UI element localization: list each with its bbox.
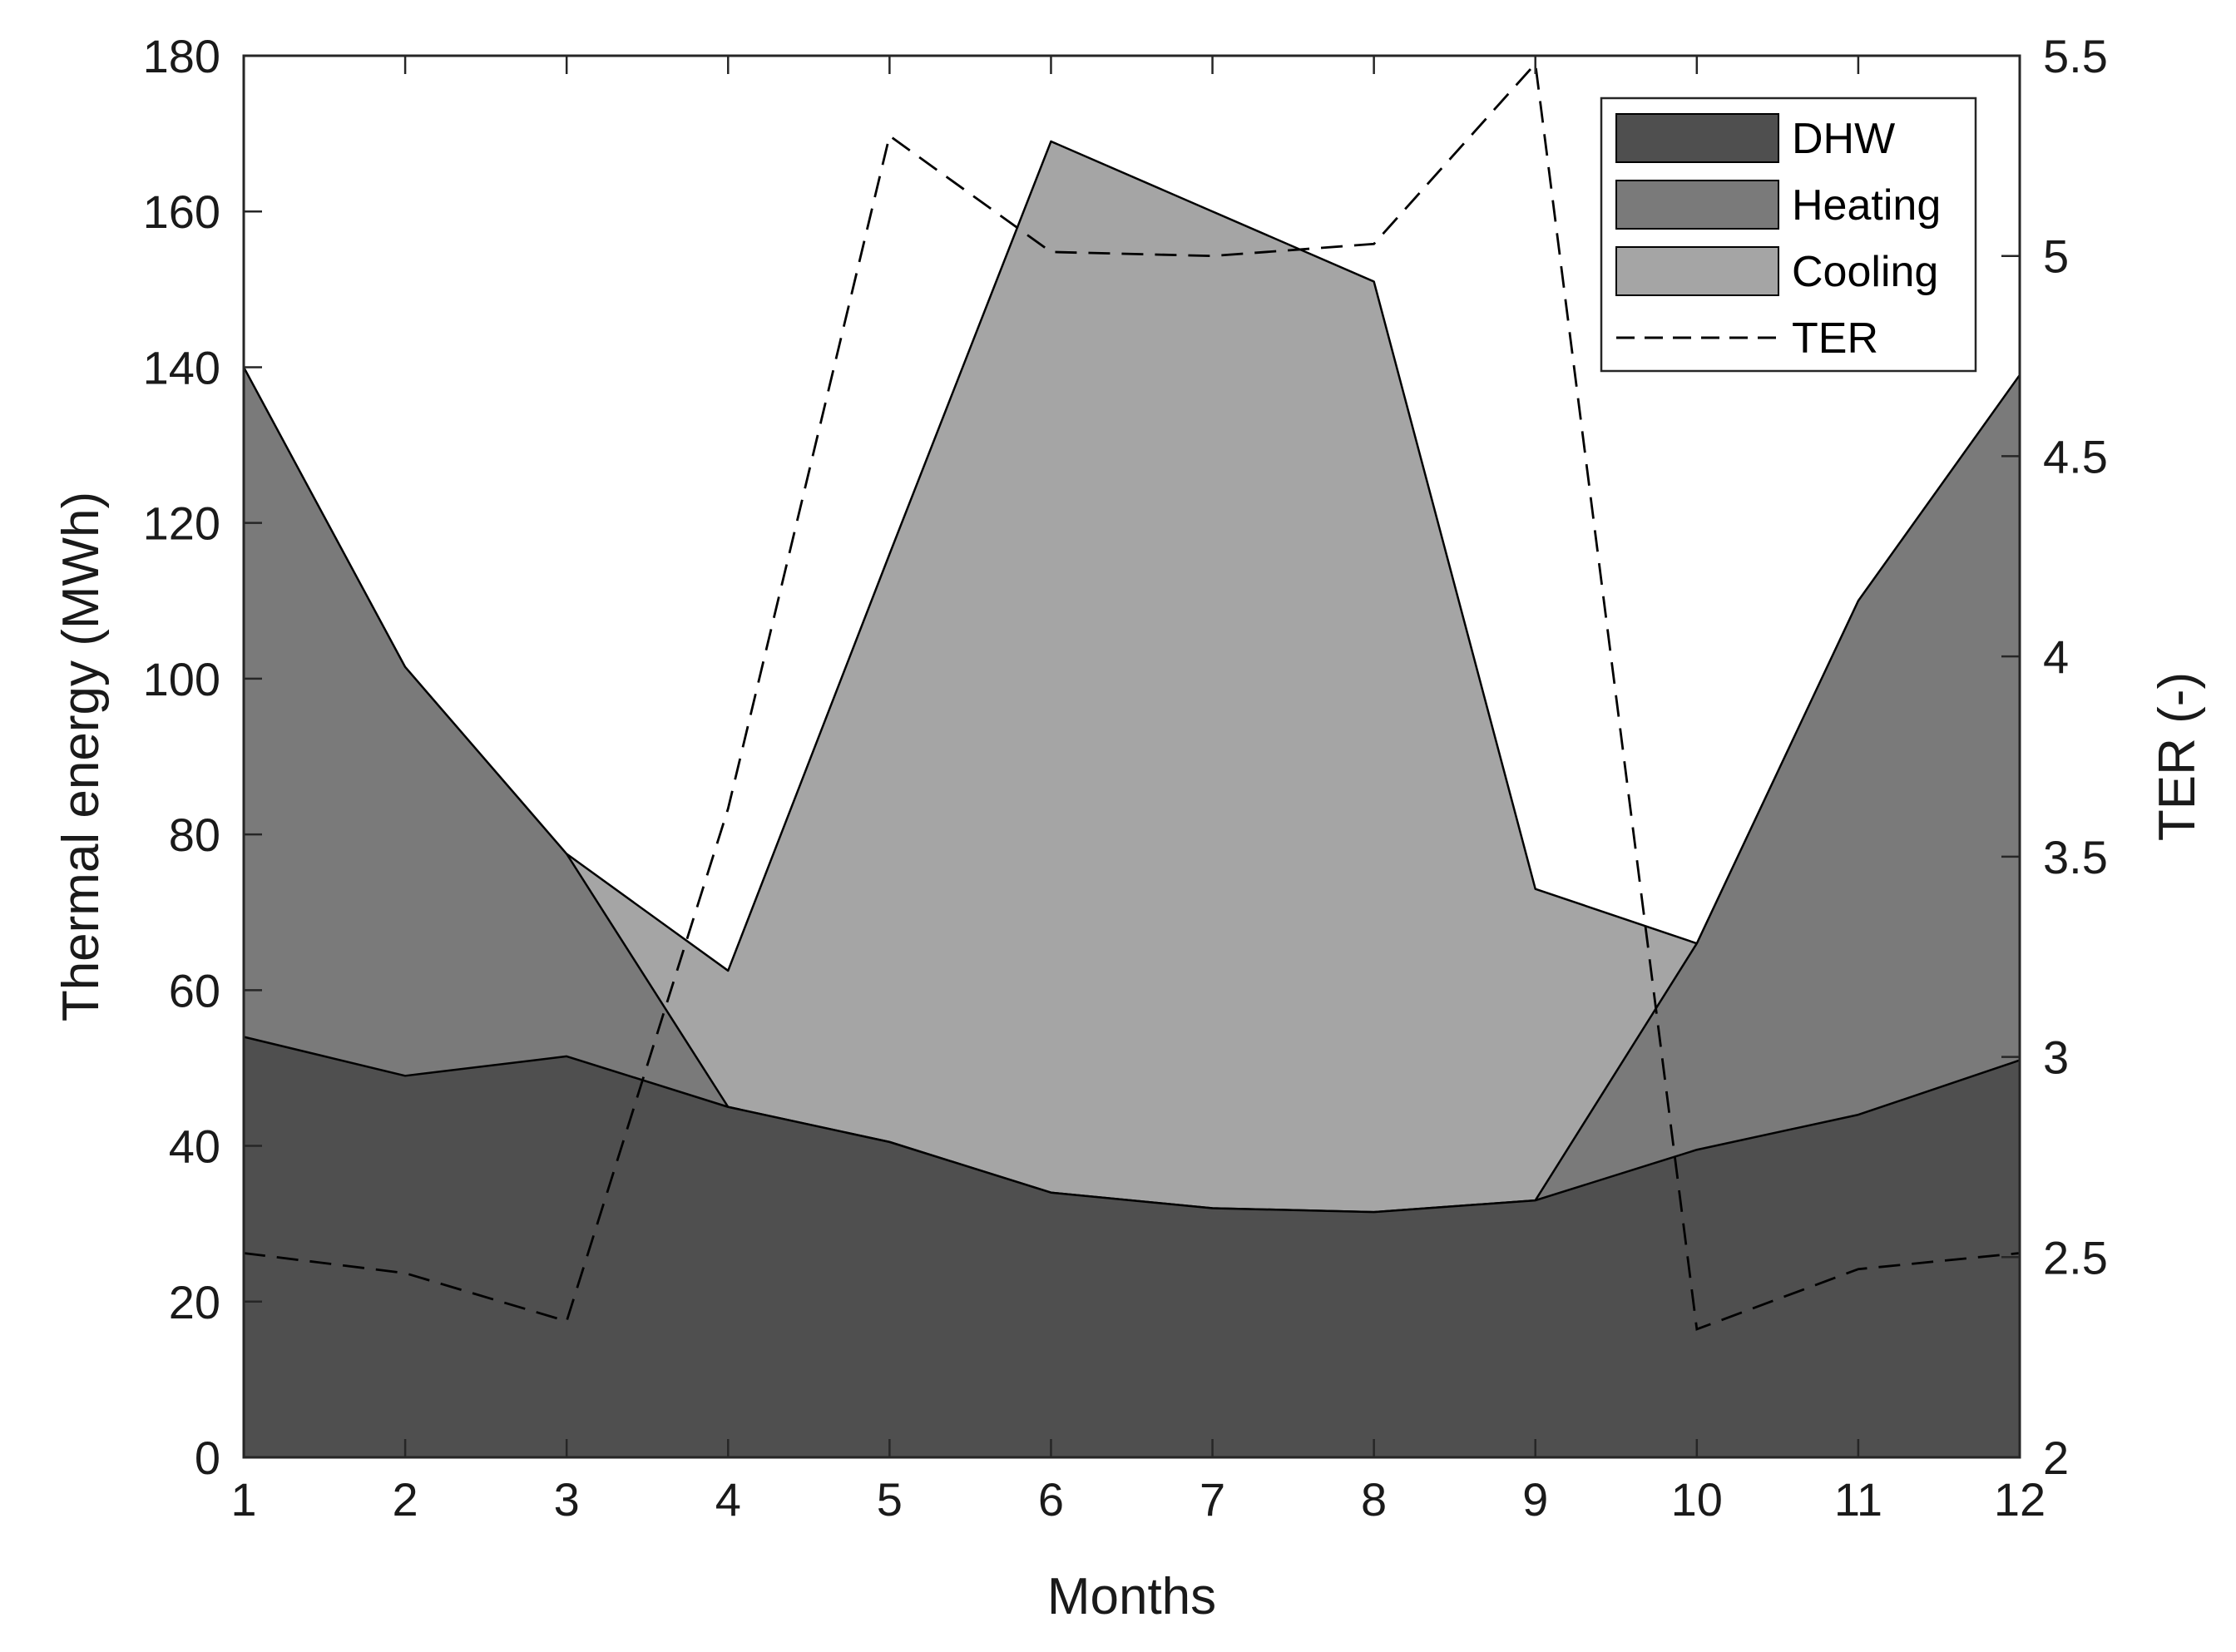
legend-label-heating: Heating	[1792, 181, 1941, 230]
x-tick-label: 12	[1994, 1473, 2046, 1526]
y-tick-label-right: 2	[2043, 1432, 2069, 1484]
y-tick-label-left: 80	[169, 809, 220, 861]
y-tick-label-left: 20	[169, 1276, 220, 1328]
x-tick-label: 2	[393, 1473, 418, 1526]
y-tick-label-left: 120	[143, 497, 220, 550]
y-tick-label-right: 4.5	[2043, 430, 2108, 482]
y-tick-label-left: 100	[143, 653, 220, 705]
y-tick-label-right: 3.5	[2043, 831, 2108, 883]
line-ter	[243, 61, 2021, 1331]
y-tick-label-left: 160	[143, 185, 220, 238]
y-tick-label-right: 5.5	[2043, 30, 2108, 82]
area-dhw	[242, 1036, 2021, 1459]
x-tick-label: 6	[1038, 1473, 1064, 1526]
x-tick-label: 1	[230, 1473, 256, 1526]
y-axis-label-left: Thermal energy (MWh)	[52, 492, 110, 1021]
area-series-group	[242, 140, 2021, 1459]
x-tick-label: 9	[1522, 1473, 1548, 1526]
legend-swatch-cooling	[1615, 246, 1779, 296]
legend-label-dhw: DHW	[1792, 115, 1895, 163]
legend: DHW Heating Cooling TER	[1600, 96, 1977, 373]
x-tick-label: 5	[877, 1473, 903, 1526]
axis-ticks-group: 1 2 3 4 5 6 7 8 9 10 11 120204060801001201401601802…	[143, 30, 2108, 1526]
legend-swatch-heating	[1615, 180, 1779, 230]
x-tick-label: 11	[1834, 1473, 1882, 1526]
y-axis-label-right: TER (-)	[2149, 672, 2206, 841]
y-tick-label-left: 0	[195, 1432, 220, 1484]
y-tick-label-left: 60	[169, 964, 220, 1016]
x-tick-label: 7	[1200, 1473, 1225, 1526]
legend-label-ter: TER	[1792, 314, 1878, 363]
x-axis-label: Months	[1047, 1568, 1216, 1625]
y-tick-label-left: 180	[143, 30, 220, 82]
y-tick-label-right: 4	[2043, 631, 2069, 683]
legend-swatch-dhw	[1615, 113, 1779, 163]
y-tick-label-right: 3	[2043, 1031, 2069, 1084]
x-tick-label: 3	[554, 1473, 580, 1526]
x-tick-label: 8	[1361, 1473, 1387, 1526]
y-tick-label-left: 140	[143, 341, 220, 393]
y-tick-label-right: 5	[2043, 230, 2069, 283]
x-tick-label: 4	[715, 1473, 741, 1526]
plot-frame	[242, 54, 2021, 1459]
y-tick-label-right: 2.5	[2043, 1231, 2108, 1284]
y-tick-label-left: 40	[169, 1120, 220, 1173]
line-series-group	[243, 61, 2021, 1331]
legend-label-cooling: Cooling	[1792, 248, 1938, 296]
x-tick-label: 10	[1671, 1473, 1723, 1526]
